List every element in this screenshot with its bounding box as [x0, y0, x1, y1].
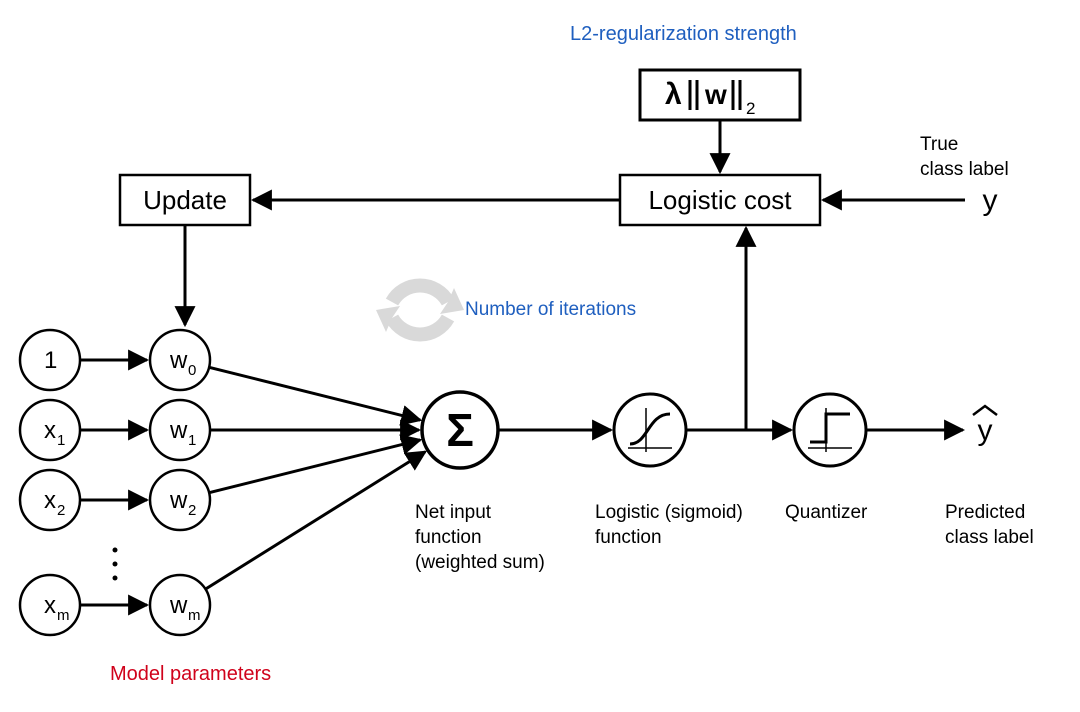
predicted-caption: Predicted: [945, 502, 1025, 523]
svg-text:0: 0: [188, 362, 196, 379]
vdots: [113, 576, 118, 581]
svg-text:m: m: [188, 607, 201, 624]
l2-regularization-label: L2-regularization strength: [570, 23, 797, 45]
svg-text:(weighted sum): (weighted sum): [415, 552, 545, 573]
weight-label-2: w: [169, 487, 188, 514]
svg-text:1: 1: [57, 432, 65, 449]
regularization-formula: λw2: [665, 78, 755, 118]
model-parameters-label: Model parameters: [110, 663, 271, 685]
sigmoid-caption: Logistic (sigmoid): [595, 502, 743, 523]
sigma-symbol: Σ: [446, 404, 474, 456]
vdots: [113, 562, 118, 567]
y-hat-symbol: y: [978, 414, 993, 447]
svg-text:2: 2: [57, 502, 65, 519]
net-input-caption-1: Net input: [415, 502, 492, 523]
svg-text:2: 2: [746, 99, 755, 118]
true-class-label-1: True: [920, 134, 958, 155]
svg-text:function: function: [415, 527, 482, 548]
update-label: Update: [143, 185, 227, 215]
weight-label-3: w: [169, 592, 188, 619]
input-label-0: 1: [44, 347, 57, 374]
quantizer-node: [794, 394, 866, 466]
iterations-label: Number of iterations: [465, 299, 636, 320]
svg-text:2: 2: [188, 502, 196, 519]
sigmoid-icon: [630, 414, 670, 444]
vdots: [113, 548, 118, 553]
iterations-icon: [376, 285, 464, 334]
svg-text:function: function: [595, 527, 662, 548]
logistic-cost-label: Logistic cost: [648, 185, 792, 215]
quantizer-icon: [810, 414, 850, 442]
weight-label-1: w: [169, 417, 188, 444]
quantizer-caption: Quantizer: [785, 502, 868, 523]
svg-text:m: m: [57, 607, 70, 624]
logistic-regression-diagram: L2-regularization strengthλw2UpdateLogis…: [0, 0, 1080, 712]
weight-label-0: w: [169, 347, 188, 374]
svg-text:λ: λ: [665, 78, 682, 111]
input-label-2: x: [44, 487, 56, 514]
true-class-label-2: class label: [920, 159, 1009, 180]
svg-text:w: w: [704, 79, 727, 110]
svg-text:1: 1: [188, 432, 196, 449]
y-true-symbol: y: [983, 184, 998, 217]
sigmoid-node: [614, 394, 686, 466]
input-label-1: x: [44, 417, 56, 444]
svg-text:class label: class label: [945, 527, 1034, 548]
input-label-3: x: [44, 592, 56, 619]
